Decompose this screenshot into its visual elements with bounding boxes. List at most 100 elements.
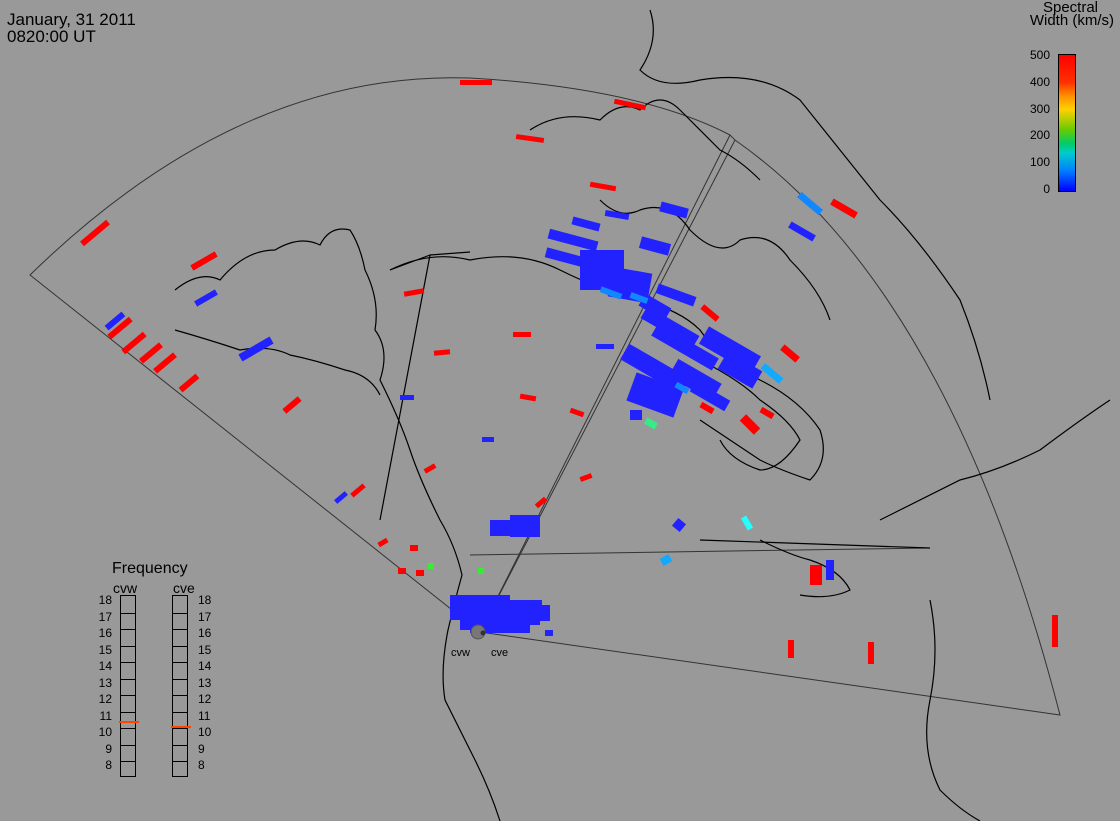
- frequency-column-cve: [171, 595, 191, 777]
- radar-echo: [571, 216, 601, 232]
- radar-echo: [400, 395, 414, 400]
- radar-echo: [534, 496, 548, 509]
- radar-echo: [788, 221, 816, 242]
- radar-echo: [334, 491, 348, 504]
- frequency-tick: 18: [98, 593, 112, 608]
- radar-echo: [1052, 615, 1058, 647]
- radar-echo: [530, 600, 542, 606]
- radar-echo: [629, 292, 649, 304]
- colorbar-title-line1: Spectral: [1042, 0, 1098, 16]
- colorbar-tick: 300: [1029, 101, 1050, 116]
- radar-echo: [717, 351, 763, 389]
- radar-echo: [740, 515, 754, 531]
- radar-echo: [104, 311, 126, 331]
- radar-sites: [470, 624, 486, 640]
- radar-echo: [428, 563, 434, 569]
- radar-echo: [826, 560, 834, 580]
- radar-echo: [540, 615, 550, 621]
- radar-echo: [519, 393, 537, 402]
- fov-outline: [29, 77, 1061, 716]
- frequency-tick: 10: [98, 725, 112, 740]
- radar-echo: [638, 236, 672, 256]
- frequency-tick: 16: [98, 626, 112, 641]
- radar-echo: [659, 554, 673, 566]
- radar-echo: [760, 363, 784, 384]
- radar-echo: [655, 283, 697, 307]
- frequency-tick: 18: [198, 593, 212, 608]
- colorbar-tick: 0: [1043, 182, 1050, 196]
- frequency-tick: 8: [105, 758, 112, 773]
- radar-echo: [604, 209, 630, 221]
- radar-echo: [739, 414, 761, 435]
- radar-echo: [107, 316, 133, 340]
- radar-echo: [780, 344, 800, 363]
- frequency-tick: 15: [98, 642, 112, 657]
- radar-echo: [238, 336, 274, 362]
- time-label: 0820:00 UT: [7, 27, 96, 46]
- frequency-tick: 9: [198, 741, 205, 756]
- freq-label-cvw: cvw: [113, 580, 138, 596]
- frequency-tick: 16: [198, 626, 212, 641]
- colorbar-tick: 100: [1029, 155, 1050, 170]
- radar-echo: [482, 437, 494, 442]
- radar-echo: [190, 251, 218, 271]
- radar-echo: [545, 630, 553, 636]
- frequency-tick: 11: [99, 708, 112, 723]
- radar-echo: [398, 568, 406, 574]
- radar-echo: [644, 417, 658, 430]
- coastlines: [174, 9, 1111, 821]
- colorbar: [1058, 54, 1076, 192]
- radar-echo: [510, 515, 540, 537]
- frequency-tick: 17: [98, 609, 112, 624]
- frequency-tick: 10: [198, 725, 212, 740]
- radar-echo: [478, 568, 484, 574]
- radar-echo: [589, 181, 617, 192]
- radar-echo: [630, 410, 642, 420]
- radar-echo: [153, 352, 177, 374]
- radar-echo: [194, 289, 218, 307]
- frequency-tick: 17: [198, 609, 212, 624]
- radar-echo: [651, 323, 719, 371]
- radar-echo: [626, 372, 684, 418]
- radar-echo: [868, 642, 874, 664]
- frequency-indicator: [171, 726, 191, 729]
- frequency-tick: 9: [105, 741, 112, 756]
- radar-echo: [599, 286, 623, 300]
- radar-echo: [282, 396, 302, 414]
- frequency-tick: 14: [98, 659, 112, 674]
- radar-echo: [410, 545, 418, 551]
- frequency-tick: 11: [198, 708, 211, 723]
- radar-echo: [759, 406, 775, 420]
- frequency-tick: 12: [198, 692, 212, 707]
- radar-echo: [139, 342, 163, 364]
- radar-echo: [689, 380, 731, 412]
- radar-echo: [613, 98, 647, 111]
- radar-echo: [620, 343, 690, 395]
- frequency-tick: 13: [98, 675, 112, 690]
- radar-echoes: [80, 80, 1058, 664]
- freq-label-cve: cve: [173, 580, 195, 596]
- radar-echo: [515, 134, 545, 143]
- radar-echo: [121, 331, 147, 355]
- radar-echo: [513, 332, 531, 337]
- radar-echo: [699, 401, 715, 415]
- frequency-title: Frequency: [112, 560, 188, 577]
- colorbar-tick: 500: [1029, 48, 1050, 62]
- radar-echo: [377, 537, 389, 548]
- radar-echo: [350, 483, 366, 498]
- frequency-tick: 14: [198, 659, 212, 674]
- radar-echo: [416, 570, 424, 576]
- frequency-tick: 8: [198, 758, 205, 773]
- radar-echo: [596, 344, 614, 349]
- radar-echo: [423, 463, 437, 474]
- radar-echo: [674, 381, 690, 395]
- radar-echo: [810, 565, 822, 585]
- date-label: January, 31 2011: [7, 10, 136, 29]
- radar-echo: [178, 373, 200, 393]
- frequency-tick: 12: [98, 692, 112, 707]
- frequency-tick: 15: [198, 642, 212, 657]
- colorbar-title-line2: Width (km/s): [1029, 12, 1114, 29]
- frequency-indicator: [119, 721, 139, 724]
- colorbar-tick: 200: [1029, 128, 1050, 143]
